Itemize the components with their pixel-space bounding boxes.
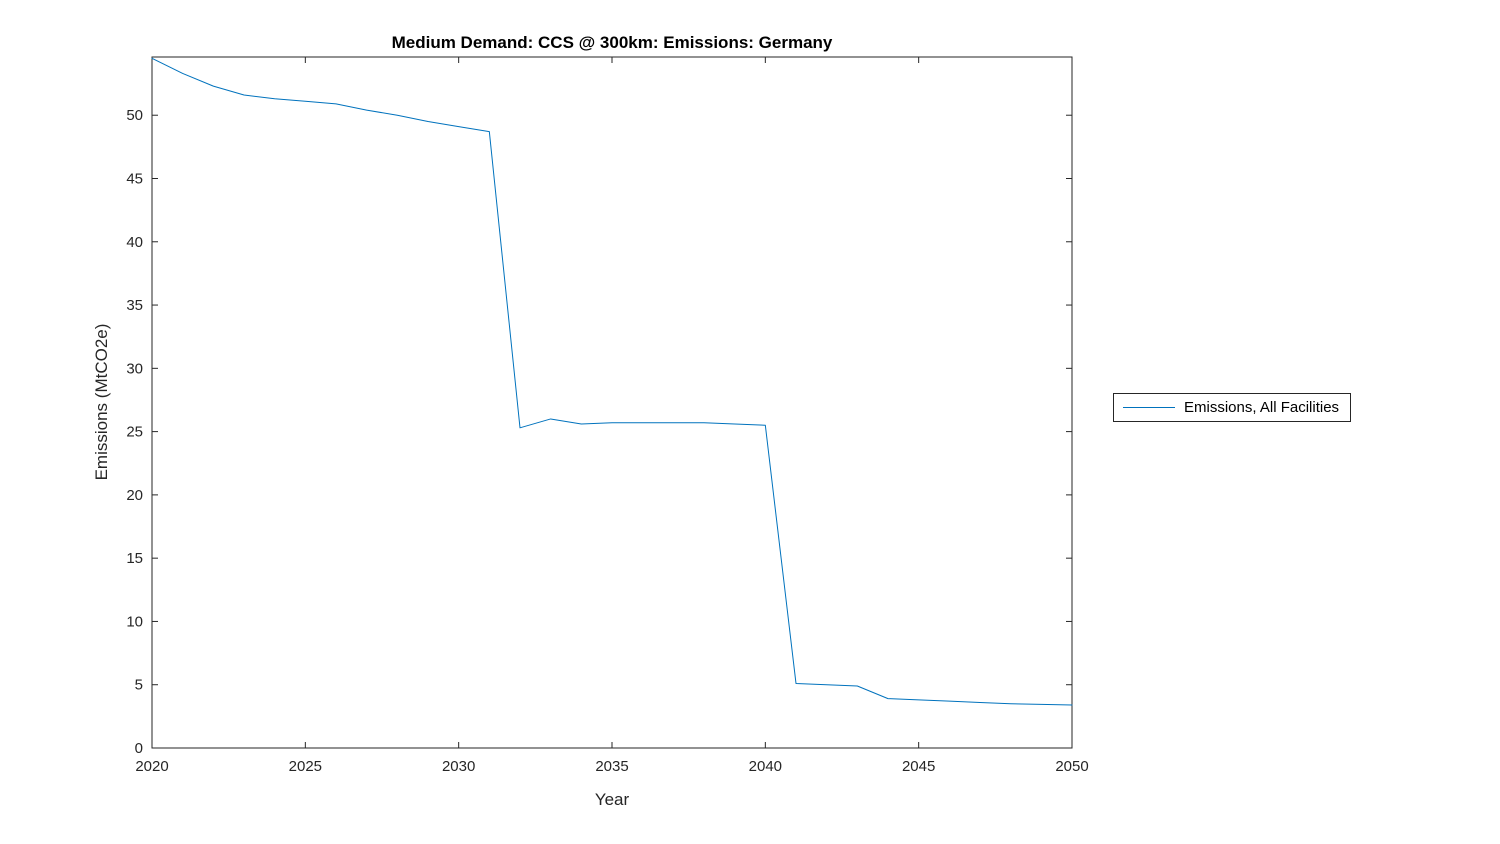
svg-text:2050: 2050 (1055, 758, 1088, 775)
legend: Emissions, All Facilities (1113, 393, 1352, 422)
svg-text:25: 25 (126, 424, 143, 441)
svg-text:35: 35 (126, 297, 143, 314)
svg-text:2040: 2040 (749, 758, 782, 775)
svg-text:2025: 2025 (289, 758, 322, 775)
legend-label: Emissions, All Facilities (1184, 399, 1340, 416)
svg-text:2045: 2045 (902, 758, 935, 775)
svg-text:50: 50 (126, 107, 143, 124)
svg-text:10: 10 (126, 613, 143, 630)
legend-line-sample-icon (1123, 407, 1175, 408)
svg-text:2020: 2020 (135, 758, 168, 775)
svg-text:2030: 2030 (442, 758, 475, 775)
svg-text:15: 15 (126, 550, 143, 567)
svg-text:0: 0 (135, 740, 143, 757)
svg-text:2035: 2035 (595, 758, 628, 775)
svg-text:5: 5 (135, 677, 143, 694)
y-axis-label: Emissions (MtCO2e) (92, 323, 111, 481)
svg-text:20: 20 (126, 487, 143, 504)
svg-text:40: 40 (126, 234, 143, 251)
svg-text:45: 45 (126, 170, 143, 187)
chart-title: Medium Demand: CCS @ 300km: Emissions: G… (391, 33, 833, 52)
svg-text:30: 30 (126, 360, 143, 377)
x-axis-label: Year (594, 790, 630, 809)
